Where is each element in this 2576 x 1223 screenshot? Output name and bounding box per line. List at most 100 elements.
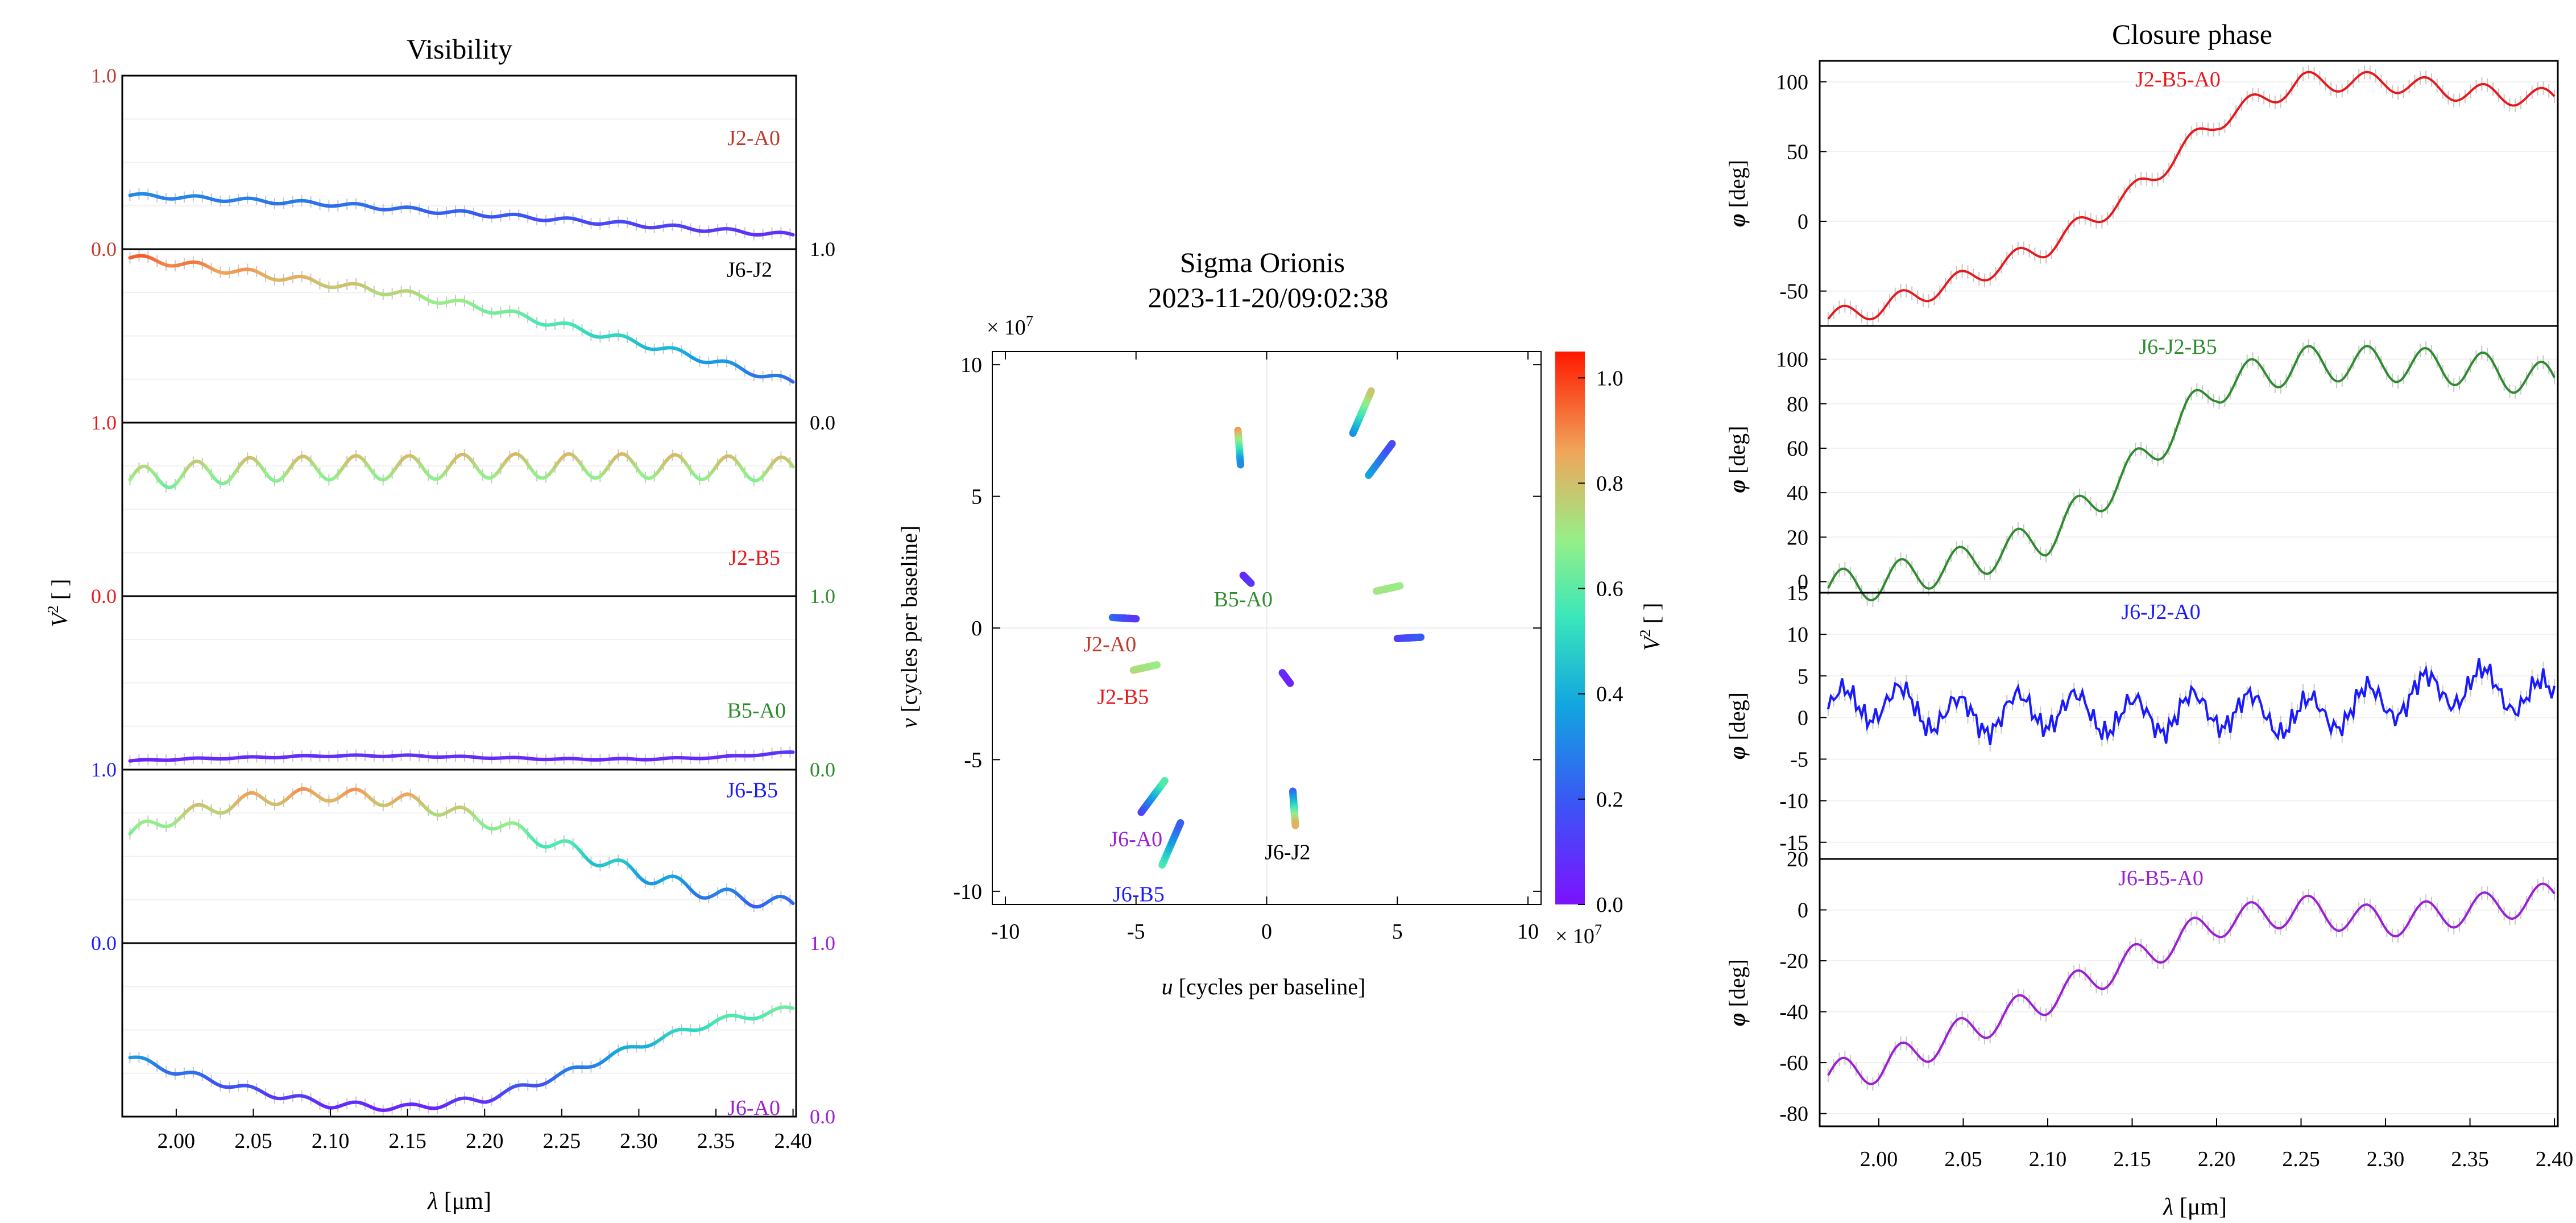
visibility-ylabel-main: V — [47, 610, 72, 627]
visibility-xtick-label: 2.15 — [388, 1129, 426, 1153]
visibility-ytick-label: 1.0 — [91, 64, 117, 87]
closure-xtick-label: 2.05 — [1944, 1147, 1982, 1171]
uv-title-line1: Sigma Orionis — [1180, 246, 1345, 278]
visibility-xtick-label: 2.30 — [620, 1129, 658, 1153]
closure-ytick-label: -50 — [1779, 280, 1808, 304]
uv-axis-label-y: v [cycles per baseline] — [896, 526, 922, 728]
colorbar-tick-label: 1.0 — [1596, 366, 1624, 390]
uv-label-J2-A0: J2-A0 — [1083, 633, 1136, 656]
visibility-ytick-label: 1.0 — [810, 238, 835, 261]
uv-panel: Sigma Orionis 2023-11-20/09:02:38 × 107 … — [896, 246, 1664, 999]
uv-ytick-label: 5 — [971, 485, 982, 509]
closure-trace-J2-B5-A0 — [1827, 71, 2556, 321]
closure-title: Closure phase — [2112, 18, 2272, 50]
closure-trace-J6-B5-A0 — [1827, 882, 2556, 1085]
visibility-ytick-label: 1.0 — [91, 411, 117, 434]
visibility-xtick-label: 2.00 — [158, 1129, 196, 1153]
uv-track-B5-A0 — [1246, 579, 1255, 587]
closure-axis-label-y: φ [deg] — [1724, 959, 1750, 1026]
closure-ylabel-unit: [deg] — [1724, 692, 1750, 746]
visibility-ytick-label: 0.0 — [91, 238, 117, 261]
closure-frames — [1819, 60, 2559, 1127]
uv-label-J6-A0: J6-A0 — [1109, 827, 1162, 851]
visibility-ytick-label: 0.0 — [91, 585, 117, 608]
uv-xtick-label: 10 — [1517, 920, 1539, 944]
closure-xtick-label: 2.10 — [2029, 1147, 2067, 1171]
visibility-xlabel-symbol: λ — [426, 1188, 438, 1214]
visibility-ytick-label: 0.0 — [91, 932, 117, 955]
uv-ytick-label: 10 — [960, 353, 982, 377]
visibility-ylabel-unit: [ ] — [47, 579, 72, 606]
closure-ytick-label: 100 — [1776, 71, 1808, 94]
closure-series-label: J2-B5-A0 — [2135, 68, 2221, 92]
colorbar-tick-label: 0.6 — [1596, 577, 1624, 601]
uv-track-J6-A0 — [1386, 440, 1396, 450]
visibility-ytick-label: 1.0 — [91, 758, 117, 781]
closure-ytick-label: 10 — [1787, 623, 1808, 647]
visibility-trace-J2-B5 — [788, 461, 795, 469]
visibility-axis-label-x: λ [μm] — [426, 1188, 491, 1214]
closure-ylabel-symbol: φ — [1724, 214, 1750, 227]
closure-ytick-label: 15 — [1787, 581, 1808, 605]
visibility-subplot-frame — [121, 942, 797, 1118]
visibility-ytick-label: 0.0 — [810, 411, 835, 434]
closure-series-label: J6-J2-B5 — [2139, 335, 2217, 359]
uv-frame: -10 -10 -5 -5 0 0 5 5 10 10 — [953, 351, 1542, 944]
closure-ytick-label: -40 — [1779, 1001, 1808, 1024]
closure-subplot-frame — [1819, 858, 2559, 1127]
closure-ylabel-text: φ [deg] — [1724, 692, 1750, 759]
closure-data: J2-B5-A0 J6-J2-B5 J6-J2-A0 J6-B5-A0 — [1827, 65, 2556, 1091]
visibility-ticks: 1.0 0.0 1.0 0.0 1.0 0.0 1.0 0.0 1.0 0.0 1.0 0.0 2.00… — [91, 64, 835, 1153]
closure-xtick-label: 2.00 — [1860, 1147, 1898, 1171]
closure-series-label: J6-B5-A0 — [2118, 866, 2204, 890]
visibility-series-label: J2-A0 — [727, 126, 780, 150]
svg-text:V2 [ ]: V2 [ ] — [44, 579, 72, 627]
visibility-frames — [121, 75, 797, 1118]
visibility-xtick-label: 2.05 — [234, 1129, 272, 1153]
uv-label-J6-J2: J6-J2 — [1265, 840, 1310, 864]
closure-ytick-label: 60 — [1787, 437, 1808, 461]
closure-xtick-label: 2.40 — [2536, 1147, 2574, 1171]
colorbar-tick-label: 0.4 — [1596, 683, 1624, 706]
visibility-ylabel-sup: 2 — [44, 605, 61, 613]
closure-ylabel-symbol: φ — [1724, 1013, 1750, 1026]
uv-baseline-labels: J2-A0 J2-B5 B5-A0 J6-A0 J6-B5 J6-J2 — [1083, 588, 1310, 906]
closure-xtick-label: 2.25 — [2282, 1147, 2320, 1171]
closure-axis-label-x: λ [μm] — [2162, 1194, 2227, 1220]
closure-ytick-label: -80 — [1779, 1102, 1808, 1126]
uv-track-J6-A0 — [1159, 776, 1169, 787]
closure-ytick-label: 40 — [1787, 481, 1808, 505]
uv-xtick-label: -10 — [991, 920, 1020, 944]
closure-series-label: J6-J2-A0 — [2121, 600, 2200, 624]
visibility-series-label: J6-B5 — [726, 779, 778, 803]
visibility-panel: Visibility V2 [ ] λ [μm] J2-A0 J6-J2 J2-B5… — [44, 33, 835, 1214]
closure-grid — [1820, 81, 2558, 1114]
visibility-title: Visibility — [407, 33, 512, 65]
uv-ytick-label: -5 — [964, 748, 982, 772]
closure-ytick-label: -60 — [1779, 1051, 1808, 1075]
closure-ylabel-unit: [deg] — [1724, 160, 1750, 213]
uv-track-J6-B5 — [1366, 387, 1375, 398]
closure-subplot-frame — [1819, 325, 2559, 594]
visibility-ytick-label: 1.0 — [810, 585, 835, 608]
uv-data — [1108, 387, 1425, 869]
colorbar-tick-label: 0.2 — [1596, 788, 1624, 812]
visibility-series-label: B5-A0 — [727, 699, 786, 722]
uv-multiplier-top: × 107 — [987, 313, 1033, 340]
closure-ylabel-unit: [deg] — [1724, 959, 1750, 1013]
visibility-xtick-label: 2.20 — [466, 1129, 504, 1153]
closure-ytick-label: 0 — [1798, 899, 1808, 923]
closure-ytick-label: 100 — [1776, 348, 1808, 372]
closure-ytick-label: 0 — [1798, 706, 1808, 730]
visibility-ytick-label: 1.0 — [810, 932, 835, 955]
closure-trace-J6-J2-A0 — [1827, 658, 2556, 745]
uv-grid — [992, 352, 1541, 904]
closure-xtick-label: 2.20 — [2198, 1147, 2236, 1171]
closure-ytick-label: 20 — [1787, 848, 1808, 871]
uv-ytick-label: -10 — [953, 880, 982, 904]
closure-ytick-label: -10 — [1779, 790, 1808, 813]
closure-axis-label-y: φ [deg] — [1724, 426, 1750, 493]
